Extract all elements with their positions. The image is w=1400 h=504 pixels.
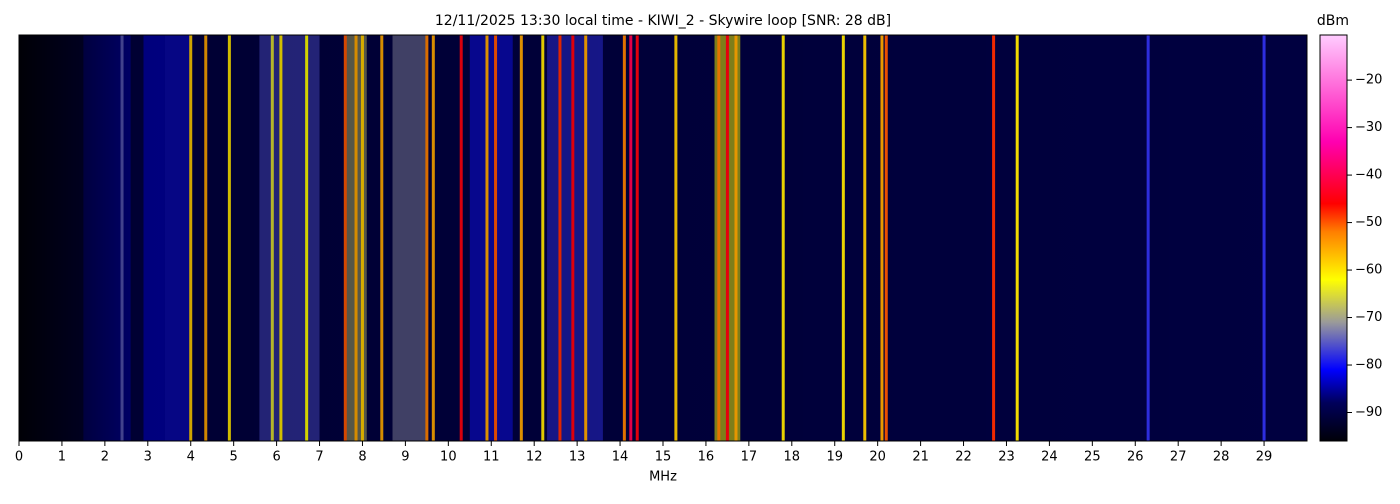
x-tick-label: 7 — [315, 450, 323, 465]
x-tick-label: 21 — [912, 450, 929, 465]
x-tick-label: 10 — [440, 450, 457, 465]
colorbar-tick-label: −50 — [1355, 215, 1382, 230]
x-tick-label: 5 — [230, 450, 238, 465]
x-tick-label: 23 — [998, 450, 1015, 465]
x-tick-label: 15 — [655, 450, 672, 465]
x-tick-label: 17 — [741, 450, 758, 465]
x-tick-label: 24 — [1041, 450, 1058, 465]
colorbar-tick-label: −40 — [1355, 168, 1382, 183]
x-tick-label: 1 — [58, 450, 66, 465]
x-tick-label: 12 — [526, 450, 543, 465]
plot-shade — [19, 35, 1307, 441]
x-tick-label: 11 — [483, 450, 500, 465]
colorbar-tick-label: −30 — [1355, 120, 1382, 135]
x-tick-label: 28 — [1213, 450, 1230, 465]
colorbar-tick-label: −90 — [1355, 405, 1382, 420]
x-tick-label: 4 — [187, 450, 195, 465]
x-tick-label: 8 — [358, 450, 366, 465]
x-tick-label: 25 — [1084, 450, 1101, 465]
colorbar-tick-label: −20 — [1355, 73, 1382, 88]
x-tick-label: 27 — [1170, 450, 1187, 465]
x-tick-label: 19 — [826, 450, 843, 465]
colorbar-label: dBm — [1317, 13, 1349, 29]
x-tick-label: 29 — [1256, 450, 1273, 465]
x-tick-label: 0 — [15, 450, 23, 465]
x-tick-label: 16 — [698, 450, 715, 465]
colorbar-tick-label: −70 — [1355, 310, 1382, 325]
colorbar-tick-label: −60 — [1355, 263, 1382, 278]
x-tick-label: 18 — [784, 450, 801, 465]
x-tick-label: 14 — [612, 450, 629, 465]
chart-title: 12/11/2025 13:30 local time - KIWI_2 - S… — [435, 13, 891, 29]
x-tick-label: 20 — [869, 450, 886, 465]
x-tick-label: 3 — [144, 450, 152, 465]
colorbar-tick-label: −80 — [1355, 358, 1382, 373]
x-tick-label: 26 — [1127, 450, 1144, 465]
x-tick-label: 6 — [272, 450, 280, 465]
x-axis-label: MHz — [649, 470, 677, 485]
x-tick-label: 13 — [569, 450, 586, 465]
colorbar — [1319, 34, 1348, 442]
x-tick-label: 2 — [101, 450, 109, 465]
x-tick-label: 22 — [955, 450, 972, 465]
x-tick-label: 9 — [401, 450, 409, 465]
